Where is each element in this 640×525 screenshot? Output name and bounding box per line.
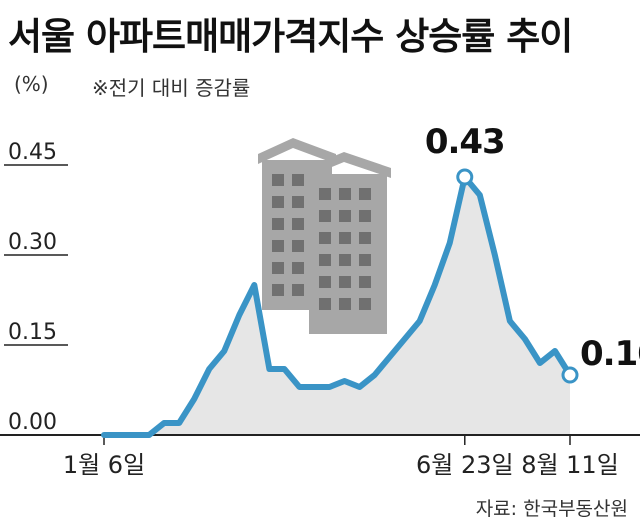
building-window (292, 240, 304, 252)
building-roof (258, 138, 336, 164)
building-window (319, 254, 331, 266)
building-window (339, 298, 351, 310)
x-tick-label: 1월 6일 (63, 451, 145, 479)
x-tick-label: 6월 23일 (416, 451, 514, 479)
building-window (292, 174, 304, 186)
y-tick-label: 0.00 (8, 410, 57, 435)
building-window (359, 254, 371, 266)
building-window (339, 210, 351, 222)
building-window (319, 298, 331, 310)
y-tick-label: 0.45 (8, 140, 57, 165)
data-label: 0.10 (580, 334, 640, 374)
highlight-point (456, 168, 474, 186)
building-window (339, 276, 351, 288)
building-window (272, 196, 284, 208)
y-tick-label: 0.15 (8, 320, 57, 345)
building-window (272, 284, 284, 296)
building-window (319, 232, 331, 244)
building-window (272, 174, 284, 186)
building-roof (305, 152, 391, 178)
building-window (272, 240, 284, 252)
building-window (292, 262, 304, 274)
building-window (272, 262, 284, 274)
building-window (319, 188, 331, 200)
y-tick-label: 0.30 (8, 230, 57, 255)
x-tick-label: 8월 11일 (521, 451, 619, 479)
series-line (101, 174, 573, 438)
highlight-point (561, 366, 579, 384)
building-window (339, 232, 351, 244)
building-window (319, 276, 331, 288)
building-window (359, 232, 371, 244)
chart-note: ※전기 대비 증감률 (92, 76, 251, 100)
series-area (104, 177, 570, 435)
building-window (292, 284, 304, 296)
building-window (359, 210, 371, 222)
data-label: 0.43 (425, 122, 505, 162)
chart-title: 서울 아파트매매가격지수 상승률 추이 (8, 15, 573, 58)
building-window (339, 254, 351, 266)
building-window (359, 188, 371, 200)
building-window (292, 218, 304, 230)
building-window (272, 218, 284, 230)
building-window (359, 276, 371, 288)
y-unit-label: (%) (14, 72, 49, 96)
building-window (319, 210, 331, 222)
building-window (339, 188, 351, 200)
source-label: 자료: 한국부동산원 (475, 498, 628, 520)
building-window (359, 298, 371, 310)
apartment-building-icon (258, 138, 391, 334)
building-window (292, 196, 304, 208)
